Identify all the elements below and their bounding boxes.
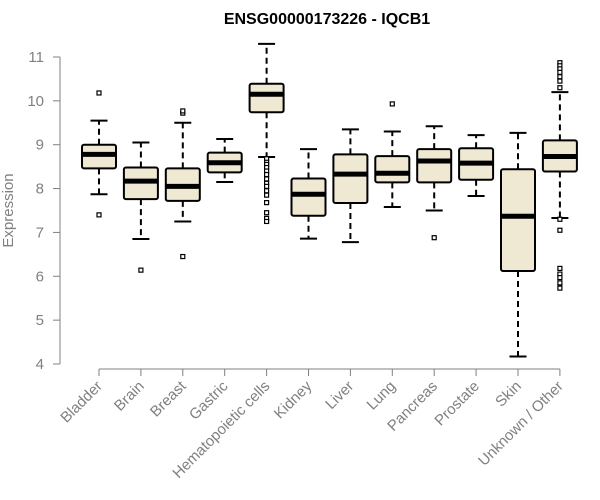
x-tick-label: Kidney — [271, 377, 316, 422]
box-iqr — [248, 82, 285, 114]
x-tick-label: Bladder — [57, 378, 106, 427]
outlier-point — [557, 227, 563, 233]
box-brain — [122, 141, 159, 273]
outlier-point — [557, 280, 563, 286]
box-iqr — [374, 155, 411, 184]
outlier-point — [138, 267, 144, 273]
outlier-point — [264, 192, 270, 198]
outlier-point — [557, 275, 563, 281]
box-unknown-other — [541, 60, 578, 291]
y-axis: 4 5 6 7 8 9 10 11 — [27, 49, 61, 373]
outlier-point — [557, 265, 563, 271]
outlier-point — [557, 78, 563, 84]
outlier-point — [264, 200, 270, 206]
y-tick-label: 7 — [36, 224, 44, 241]
x-tick-label: Liver — [322, 378, 357, 413]
chart-title: ENSG00000173226 - IQCB1 — [224, 11, 430, 28]
outlier-point — [557, 285, 563, 291]
x-tick-label: Skin — [492, 378, 525, 411]
y-tick-label: 8 — [36, 181, 44, 198]
outlier-point — [557, 74, 563, 80]
x-tick-label: Breast — [147, 377, 190, 420]
outlier-point — [557, 69, 563, 75]
outlier-point — [180, 253, 186, 260]
outlier-point — [264, 188, 270, 194]
outlier-point — [264, 171, 270, 178]
outlier-point — [96, 212, 102, 218]
outlier-point — [96, 90, 102, 96]
box-lung — [374, 101, 411, 208]
box-kidney — [290, 148, 327, 240]
box-iqr — [500, 168, 536, 273]
box-iqr — [332, 153, 369, 205]
y-tick-label: 6 — [36, 268, 44, 285]
box-liver — [332, 128, 369, 244]
outlier-point — [389, 101, 395, 107]
x-tick-label: Prostate — [431, 378, 483, 430]
y-axis-label: Expression — [0, 173, 17, 247]
box-hematopoietic-cells — [248, 42, 285, 225]
box-iqr — [290, 177, 327, 217]
outlier-point — [264, 176, 270, 182]
outlier-point — [264, 210, 270, 216]
box-gastric — [206, 138, 243, 183]
y-tick-label: 5 — [36, 312, 44, 329]
boxes-group — [81, 42, 578, 358]
box-bladder — [81, 90, 117, 218]
outlier-point — [431, 235, 437, 241]
y-tick-label: 9 — [36, 137, 44, 154]
box-breast — [164, 108, 201, 260]
outlier-point — [557, 216, 563, 222]
box-skin — [500, 131, 536, 358]
box-pancreas — [416, 125, 453, 241]
box-prostate — [458, 134, 495, 198]
y-tick-label: 11 — [28, 49, 44, 66]
outlier-point — [180, 108, 186, 114]
outlier-point — [264, 183, 270, 189]
y-tick-label: 10 — [27, 93, 44, 110]
outlier-point — [557, 85, 563, 91]
outlier-point — [264, 218, 270, 225]
y-tick-label: 4 — [36, 356, 44, 373]
x-tick-label: Brain — [111, 378, 148, 415]
x-tick-label: Lung — [364, 378, 400, 414]
box-iqr — [416, 148, 453, 184]
